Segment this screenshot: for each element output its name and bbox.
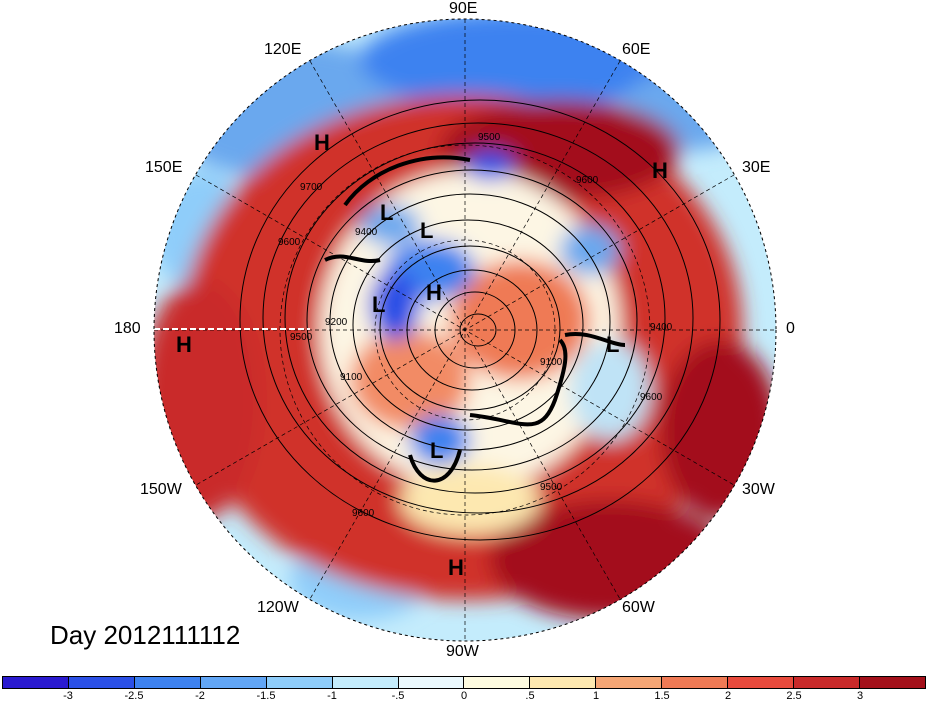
- cold-core-7: [360, 205, 420, 245]
- lon-label-180: 180: [114, 320, 141, 337]
- height-contours: [239, 99, 721, 541]
- lon-label-120e: 120E: [264, 41, 302, 58]
- lon-label-150w: 150W: [140, 481, 182, 498]
- contour-label: 9400: [355, 227, 378, 238]
- warm-patch-sw-center: [350, 330, 470, 430]
- contour-label: 9600: [278, 237, 301, 248]
- contour-label: 9100: [340, 372, 363, 383]
- contour-label: 9500: [540, 482, 563, 493]
- contour-label: 9500: [290, 332, 313, 343]
- contour-label: 9100: [540, 357, 563, 368]
- colorbar-tick-label: -.5: [391, 690, 405, 702]
- cool-core-4: [570, 340, 650, 440]
- contour-labels: 9500 9700 9600 9400 9200 9100 9500 9600 …: [278, 132, 673, 519]
- contour-label: 9600: [576, 175, 599, 186]
- high-marker: H: [652, 158, 668, 183]
- contour-label: 9200: [325, 317, 348, 328]
- colorbar-tick-label: -2.5: [124, 690, 144, 702]
- colorbar-tick-label: 2.5: [786, 690, 802, 702]
- high-marker: H: [426, 280, 442, 305]
- anomaly-field: [154, 19, 776, 641]
- lon-label-120w: 120W: [257, 599, 299, 616]
- wind-contours: [324, 155, 626, 483]
- lon-label-90e: 90E: [449, 0, 478, 17]
- lon-label-0: 0: [786, 320, 795, 337]
- pressure-markers: H H H H H L L L L L: [176, 130, 668, 580]
- colorbar-swatch: [596, 677, 663, 688]
- high-marker: H: [448, 555, 464, 580]
- low-marker: L: [380, 200, 393, 225]
- colorbar-swatch: [3, 677, 69, 688]
- colorbar-tick-label: 2: [724, 690, 732, 702]
- low-marker: L: [430, 438, 443, 463]
- colorbar-tick-label: 1.5: [654, 690, 670, 702]
- colorbar-swatch: [530, 677, 597, 688]
- lon-label-90w: 90W: [446, 643, 479, 660]
- colorbar-swatch: [266, 677, 333, 688]
- colorbar-tick-label: -1.5: [256, 690, 276, 702]
- lon-label-60w: 60W: [622, 599, 655, 616]
- lon-label-150e: 150E: [145, 159, 183, 176]
- colorbar-swatch: [68, 677, 135, 688]
- colorbar-tick-label: -1: [327, 690, 337, 702]
- colorbar-swatch: [728, 677, 795, 688]
- graticule: [154, 19, 776, 641]
- lon-label-30w: 30W: [742, 481, 775, 498]
- lon-label-30e: 30E: [742, 159, 771, 176]
- contour-label: 9700: [300, 182, 323, 193]
- date-title: Day 2012111112: [50, 620, 241, 650]
- high-marker: H: [176, 332, 192, 357]
- colorbar-tick-label: .5: [525, 690, 535, 702]
- cold-core-3: [560, 225, 620, 275]
- cold-core-6: [465, 150, 515, 180]
- warm-patch-center: [450, 260, 590, 380]
- colorbar-swatch: [332, 677, 399, 688]
- colorbar-swatch: [859, 677, 925, 688]
- colorbar-swatch: [794, 677, 860, 688]
- map-boundary: [153, 18, 777, 642]
- colorbar-tick-label: 3: [856, 690, 864, 702]
- colorbar-swatch: [398, 677, 465, 688]
- colorbar-tick-label: 1: [592, 690, 600, 702]
- contour-label: 9600: [640, 392, 663, 403]
- colorbar-swatch: [464, 677, 531, 688]
- low-marker: L: [606, 332, 619, 357]
- lon-label-60e: 60E: [622, 41, 651, 58]
- colorbar-tick-label: -2: [195, 690, 205, 702]
- colorbar: [2, 676, 926, 689]
- low-marker: L: [372, 292, 385, 317]
- contour-label: 9600: [352, 508, 375, 519]
- low-marker: L: [420, 218, 433, 243]
- contour-label: 9400: [650, 322, 673, 333]
- colorbar-tick-label: 0: [460, 690, 468, 702]
- colorbar-swatch: [200, 677, 267, 688]
- cold-core-5: [410, 415, 470, 465]
- colorbar-tick-label: -3: [63, 690, 73, 702]
- high-marker: H: [314, 130, 330, 155]
- contour-label: 9500: [478, 132, 501, 143]
- colorbar-swatch: [662, 677, 729, 688]
- colorbar-swatch: [134, 677, 201, 688]
